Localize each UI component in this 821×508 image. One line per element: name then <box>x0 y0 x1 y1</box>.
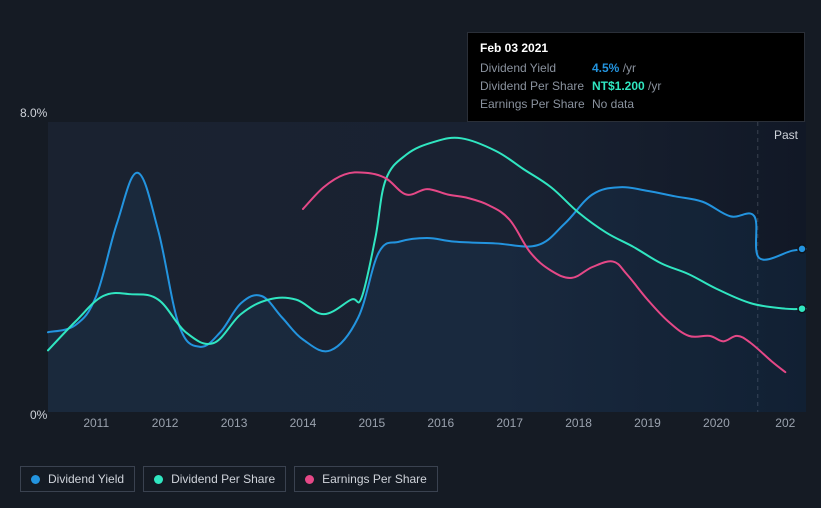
tooltip-row: Dividend Yield4.5% /yr <box>480 59 792 77</box>
tooltip-row-value: 4.5% /yr <box>592 59 636 77</box>
x-axis-tick: 2019 <box>634 416 661 430</box>
legend-swatch <box>31 475 40 484</box>
legend-item[interactable]: Earnings Per Share <box>294 466 438 492</box>
x-axis-tick: 2015 <box>359 416 386 430</box>
tooltip-row-label: Dividend Yield <box>480 59 592 77</box>
x-axis: 2011 2012 2013 2014 2015 2016 2017 2018 2019 2020… <box>48 416 806 436</box>
x-axis-tick: 2018 <box>565 416 592 430</box>
tooltip-row-value: No data <box>592 95 634 113</box>
legend-label: Earnings Per Share <box>322 472 427 486</box>
x-axis-tick: 2016 <box>427 416 454 430</box>
x-axis-tick: 2013 <box>221 416 248 430</box>
legend-item[interactable]: Dividend Yield <box>20 466 135 492</box>
chart-svg <box>48 122 806 412</box>
x-axis-tick: 2014 <box>290 416 317 430</box>
x-axis-tick: 2020 <box>703 416 730 430</box>
legend-item[interactable]: Dividend Per Share <box>143 466 286 492</box>
legend-swatch <box>154 475 163 484</box>
x-axis-tick: 2017 <box>496 416 523 430</box>
tooltip-row-label: Earnings Per Share <box>480 95 592 113</box>
chart-tooltip: Feb 03 2021 Dividend Yield4.5% /yrDivide… <box>467 32 805 122</box>
tooltip-row-label: Dividend Per Share <box>480 77 592 95</box>
tooltip-row: Earnings Per ShareNo data <box>480 95 792 113</box>
legend-label: Dividend Per Share <box>171 472 275 486</box>
tooltip-row: Dividend Per ShareNT$1.200 /yr <box>480 77 792 95</box>
x-axis-tick: 2011 <box>83 416 109 430</box>
x-axis-tick: 2012 <box>152 416 179 430</box>
tooltip-row-value: NT$1.200 /yr <box>592 77 661 95</box>
legend-label: Dividend Yield <box>48 472 124 486</box>
chart-plot[interactable]: Past <box>48 122 806 412</box>
chart-area: 8.0% 0% Past 201120122013201420152016201… <box>20 108 806 448</box>
chart-legend: Dividend Yield Dividend Per Share Earnings… <box>20 466 438 492</box>
x-axis-tick: 202 <box>775 416 795 430</box>
legend-swatch <box>305 475 314 484</box>
tooltip-date: Feb 03 2021 <box>480 41 792 55</box>
y-axis-min-label: 0% <box>30 408 47 422</box>
y-axis-max-label: 8.0% <box>20 106 47 120</box>
